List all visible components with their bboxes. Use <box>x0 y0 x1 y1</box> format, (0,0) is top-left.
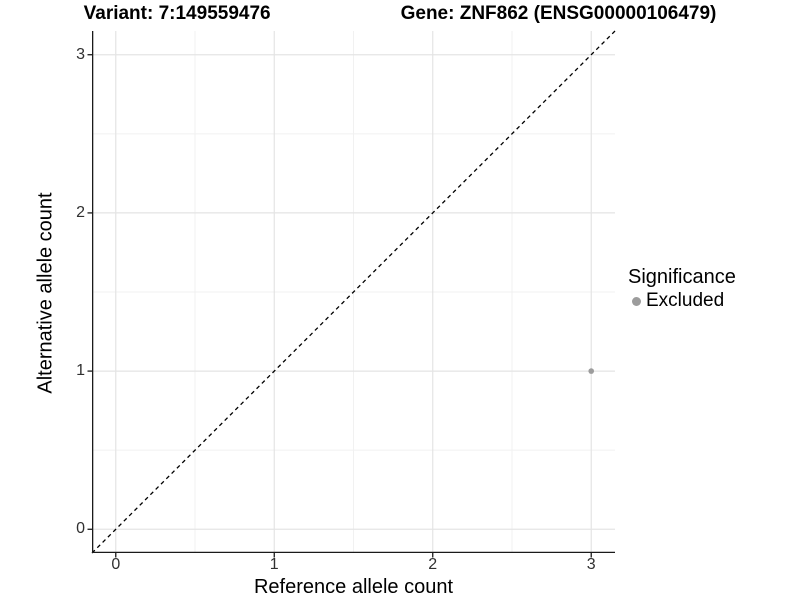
x-tick-label: 3 <box>586 556 596 573</box>
y-axis-label: Alternative allele count <box>34 192 57 394</box>
variant-title: Variant: 7:149559476 <box>83 3 271 24</box>
legend-item: Excluded <box>628 290 736 311</box>
y-tick-label: 1 <box>76 362 85 380</box>
y-tick-label: 3 <box>76 45 85 63</box>
gene-title: Gene: ZNF862 (ENSG00000106479) <box>400 3 717 24</box>
legend-key <box>628 296 644 306</box>
plot-canvas <box>87 30 616 558</box>
plot-panel <box>87 30 616 558</box>
plot-title: Variant: 7:149559476 Gene: ZNF862 (ENSG0… <box>0 3 800 25</box>
x-tick-label: 0 <box>111 556 121 573</box>
legend-title: Significance <box>628 266 736 288</box>
y-tick-label: 2 <box>76 203 85 221</box>
x-tick-label: 2 <box>428 556 438 573</box>
legend-item-label: Excluded <box>646 290 725 311</box>
y-tick-label: 0 <box>76 520 85 538</box>
legend-point-icon <box>631 296 641 306</box>
x-axis-label: Reference allele count <box>253 576 453 598</box>
data-point <box>588 368 595 374</box>
legend: Significance Excluded <box>628 266 736 311</box>
identity-line <box>91 30 616 554</box>
x-tick-label: 1 <box>269 556 279 573</box>
